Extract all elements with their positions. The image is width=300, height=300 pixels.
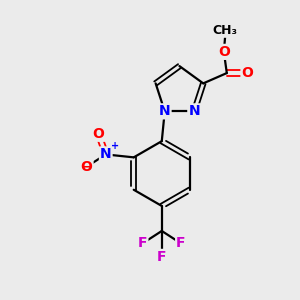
Text: O: O [92, 127, 104, 141]
Text: +: + [111, 141, 119, 151]
Text: F: F [176, 236, 186, 250]
Text: O: O [81, 160, 93, 174]
Text: F: F [157, 250, 166, 264]
Text: N: N [188, 104, 200, 118]
Text: CH₃: CH₃ [213, 24, 238, 37]
Text: O: O [242, 66, 254, 80]
Text: F: F [138, 236, 147, 250]
Text: −: − [81, 160, 91, 173]
Text: N: N [100, 147, 112, 161]
Text: O: O [218, 45, 230, 59]
Text: N: N [159, 104, 170, 118]
